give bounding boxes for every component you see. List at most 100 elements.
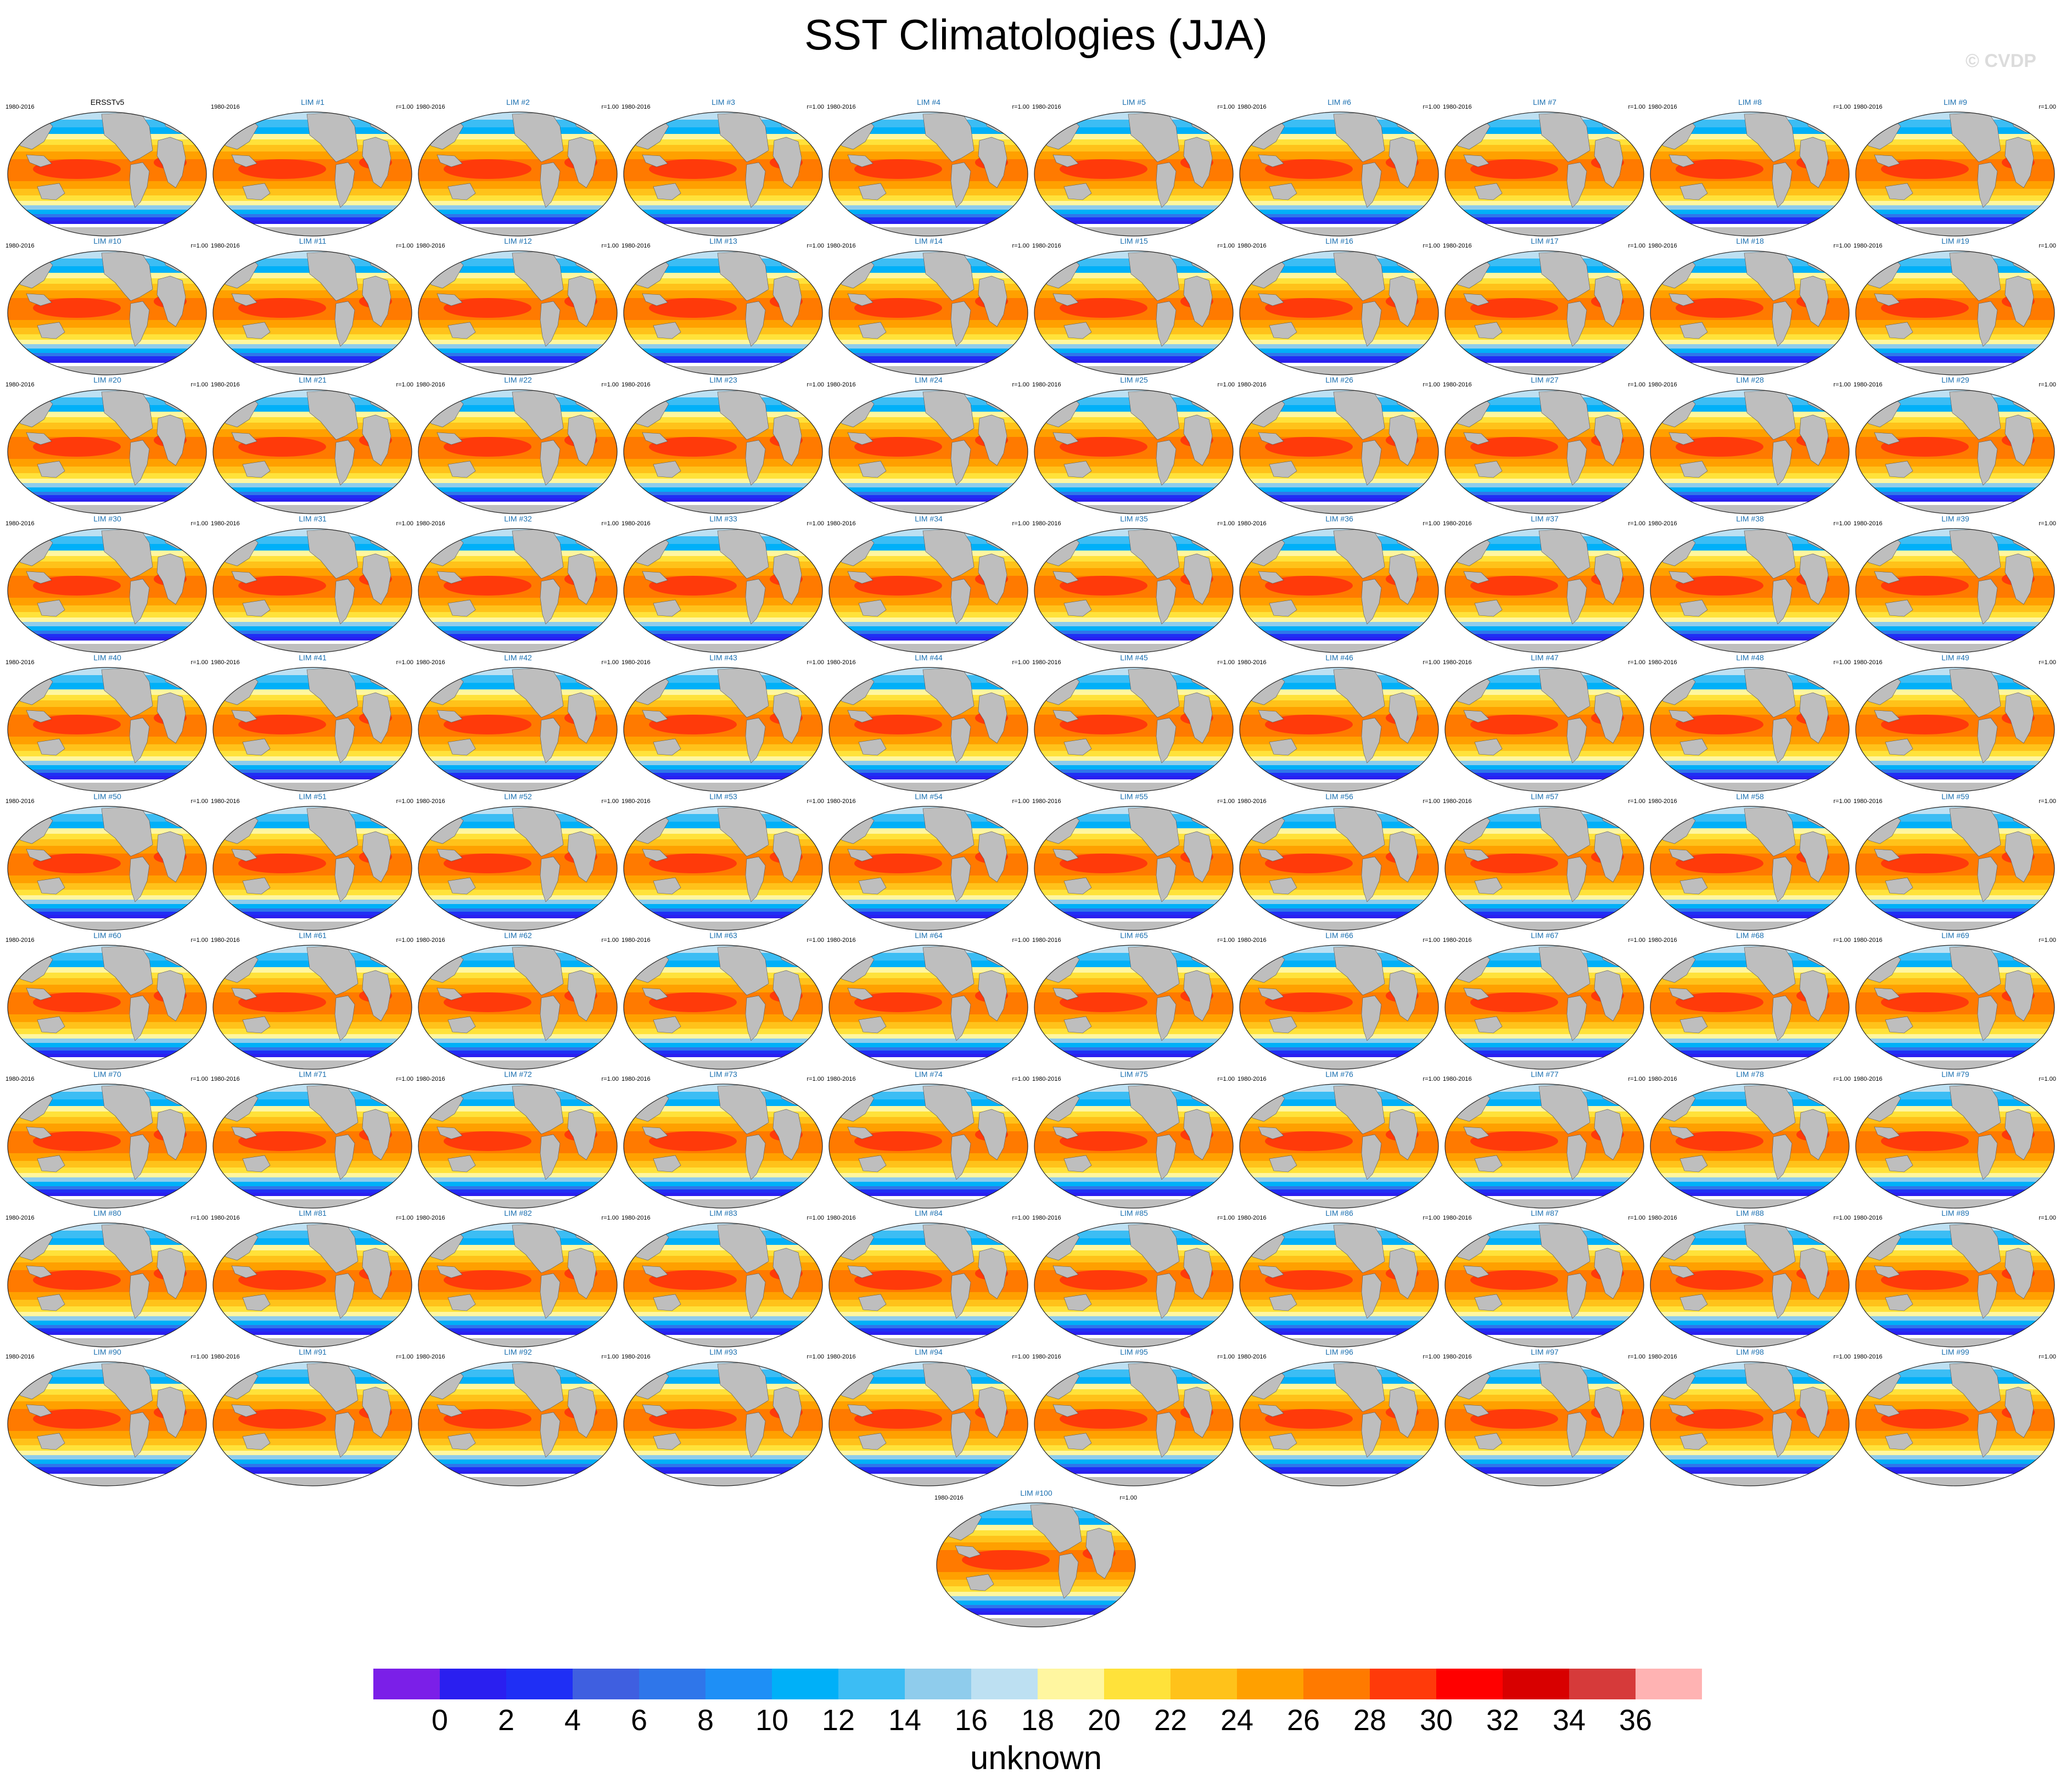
map-panel: LIM #8 1980-2016 r=1.00: [1647, 98, 1853, 239]
panel-years: 1980-2016: [827, 1354, 856, 1360]
colorbar-tick-label: 2: [498, 1704, 514, 1735]
panel-title: LIM #45: [1120, 653, 1148, 662]
panel-title: LIM #13: [709, 237, 737, 245]
sst-map: [623, 1222, 823, 1348]
sst-map: [1650, 667, 1850, 792]
panel-years: 1980-2016: [934, 1495, 964, 1501]
panel-years: 1980-2016: [827, 520, 856, 527]
sst-map: [828, 1222, 1028, 1348]
sst-map: [1034, 250, 1234, 375]
map-panel: LIM #94 1980-2016 r=1.00: [826, 1348, 1032, 1489]
panel-title: LIM #52: [504, 792, 532, 801]
panel-years: 1980-2016: [1648, 1354, 1677, 1360]
map-panel: ERSSTv5 1980-2016: [4, 98, 210, 239]
panel-years: 1980-2016: [1648, 243, 1677, 249]
map-panel: LIM #88 1980-2016 r=1.00: [1647, 1209, 1853, 1350]
colorbar-box: [772, 1669, 838, 1699]
panel-correlation: r=1.00: [396, 1354, 414, 1360]
map-panel: LIM #58 1980-2016 r=1.00: [1647, 792, 1853, 934]
map-panel: LIM #31 1980-2016 r=1.00: [210, 514, 416, 656]
panel-title: LIM #91: [299, 1348, 327, 1356]
panel-years: 1980-2016: [1853, 104, 1883, 110]
panel-years: 1980-2016: [1648, 104, 1677, 110]
panel-title: LIM #26: [1325, 375, 1353, 384]
panel-years: 1980-2016: [211, 1076, 240, 1082]
panel-correlation: r=1.00: [601, 937, 619, 944]
panel-correlation: r=1.00: [1628, 1076, 1646, 1082]
panel-correlation: r=1.00: [2039, 520, 2057, 527]
panel-title: LIM #86: [1325, 1209, 1353, 1217]
panel-years: 1980-2016: [211, 381, 240, 388]
map-panel: LIM #17 1980-2016 r=1.00: [1442, 237, 1648, 378]
sst-map: [828, 1361, 1028, 1486]
sst-map: [1239, 667, 1439, 792]
sst-map: [1034, 111, 1234, 237]
sst-map: [1444, 1222, 1644, 1348]
panel-years: 1980-2016: [1853, 1076, 1883, 1082]
sst-map: [828, 945, 1028, 1070]
colorbar-box: [1104, 1669, 1171, 1699]
panel-title: LIM #1: [301, 98, 324, 106]
panel-correlation: r=1.00: [601, 798, 619, 805]
panel-correlation: r=1.00: [1833, 937, 1851, 944]
panel-correlation: r=1.00: [1423, 1076, 1441, 1082]
sst-map: [1444, 389, 1644, 514]
map-panel: LIM #7 1980-2016 r=1.00: [1442, 98, 1648, 239]
panel-title: LIM #51: [299, 792, 327, 801]
panel-years: 1980-2016: [211, 243, 240, 249]
panel-years: 1980-2016: [1032, 1215, 1061, 1221]
sst-map: [1444, 250, 1644, 375]
panel-title: LIM #62: [504, 931, 532, 940]
sst-map: [418, 528, 618, 653]
panel-correlation: r=1.00: [1833, 381, 1851, 388]
panel-correlation: r=1.00: [191, 1215, 209, 1221]
panel-years: 1980-2016: [211, 520, 240, 527]
sst-map: [7, 806, 207, 931]
panel-years: 1980-2016: [1032, 937, 1061, 944]
panel-title: LIM #34: [915, 514, 943, 523]
panel-years: 1980-2016: [416, 243, 445, 249]
panel-correlation: r=1.00: [1628, 659, 1646, 666]
panel-correlation: r=1.00: [807, 104, 825, 110]
panel-correlation: r=1.00: [396, 104, 414, 110]
panel-years: 1980-2016: [5, 659, 35, 666]
panel-correlation: r=1.00: [2039, 1076, 2057, 1082]
panel-title: LIM #5: [1122, 98, 1146, 106]
panel-title: LIM #78: [1736, 1070, 1764, 1079]
colorbar-tick-label: 18: [1021, 1704, 1054, 1735]
sst-map: [1444, 806, 1644, 931]
sst-map: [1239, 111, 1439, 237]
panel-title: LIM #29: [1941, 375, 1969, 384]
map-panel: LIM #70 1980-2016 r=1.00: [4, 1070, 210, 1211]
panel-years: 1980-2016: [1032, 243, 1061, 249]
sst-map: [1034, 1361, 1234, 1486]
map-panel: LIM #42 1980-2016 r=1.00: [415, 653, 621, 795]
sst-map: [1855, 1361, 2055, 1486]
sst-map: [1444, 945, 1644, 1070]
map-panel: LIM #79 1980-2016 r=1.00: [1852, 1070, 2058, 1211]
panel-title: LIM #70: [93, 1070, 121, 1079]
panel-title: LIM #31: [299, 514, 327, 523]
map-panel: LIM #57 1980-2016 r=1.00: [1442, 792, 1648, 934]
panel-years: 1980-2016: [416, 1354, 445, 1360]
panel-title: LIM #2: [506, 98, 530, 106]
panel-years: 1980-2016: [1648, 798, 1677, 805]
colorbar-tick-label: 4: [564, 1704, 581, 1735]
colorbar-box: [1436, 1669, 1503, 1699]
panel-years: 1980-2016: [1032, 381, 1061, 388]
map-panel: LIM #97 1980-2016 r=1.00: [1442, 1348, 1648, 1489]
panel-years: 1980-2016: [827, 104, 856, 110]
sst-map: [828, 806, 1028, 931]
map-panel: LIM #48 1980-2016 r=1.00: [1647, 653, 1853, 795]
sst-map: [623, 389, 823, 514]
sst-map: [1855, 250, 2055, 375]
map-panel: LIM #41 1980-2016 r=1.00: [210, 653, 416, 795]
panel-title: LIM #88: [1736, 1209, 1764, 1217]
map-panel: LIM #25 1980-2016 r=1.00: [1031, 375, 1237, 517]
map-panel: LIM #65 1980-2016 r=1.00: [1031, 931, 1237, 1073]
panel-years: 1980-2016: [1237, 937, 1267, 944]
panel-years: 1980-2016: [1853, 937, 1883, 944]
map-panel: LIM #89 1980-2016 r=1.00: [1852, 1209, 2058, 1350]
panel-years: 1980-2016: [1648, 937, 1677, 944]
panel-title: LIM #90: [93, 1348, 121, 1356]
